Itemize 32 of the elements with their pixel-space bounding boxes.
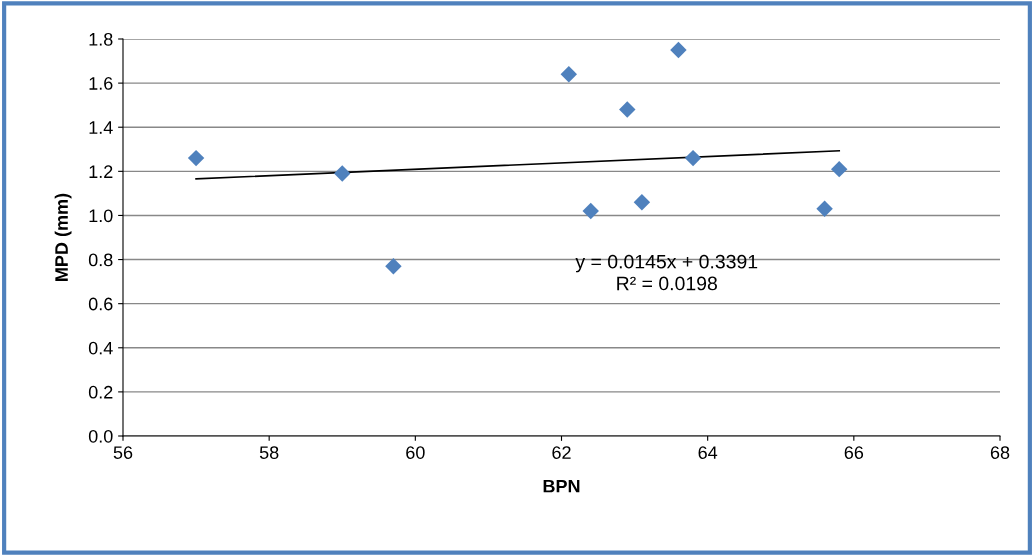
point — [831, 160, 848, 178]
y-tick-label: 1.2 — [89, 165, 113, 178]
y-tick-label: 0.4 — [88, 341, 113, 355]
x-tick-label: 64 — [698, 446, 718, 459]
x-tick-label: 60 — [406, 446, 425, 459]
y-tick-label: 1.8 — [89, 32, 113, 46]
point — [560, 66, 578, 83]
x-tick-label: 66 — [844, 446, 864, 459]
y-tick-label: 1.4 — [89, 121, 113, 134]
point — [684, 149, 702, 167]
y-axis-title: MPD (mm) — [54, 193, 72, 281]
point — [582, 202, 599, 220]
x-tick-label: 56 — [113, 446, 133, 459]
point — [670, 41, 687, 59]
x-tick-label: 62 — [552, 446, 571, 459]
y-tick-label: 1.0 — [89, 209, 113, 223]
point — [633, 193, 651, 211]
point — [187, 149, 205, 167]
point — [619, 101, 636, 118]
y-tick-label: 0.6 — [88, 297, 113, 311]
y-tick-label: 1.6 — [89, 77, 113, 90]
point — [334, 165, 351, 182]
y-tick-label: 0.8 — [88, 253, 113, 267]
annotation: y = 0.0145x + 0.3391 — [575, 254, 758, 273]
point — [385, 257, 402, 275]
point — [816, 200, 833, 218]
x-tick-label: 58 — [259, 446, 279, 459]
annotation: R² = 0.0198 — [617, 276, 717, 291]
y-tick-label: 0.2 — [88, 385, 113, 399]
y-tick-label: 0.0 — [88, 429, 113, 443]
x-tick-label: 68 — [990, 446, 1010, 459]
x-axis-title: BPN — [543, 479, 580, 493]
